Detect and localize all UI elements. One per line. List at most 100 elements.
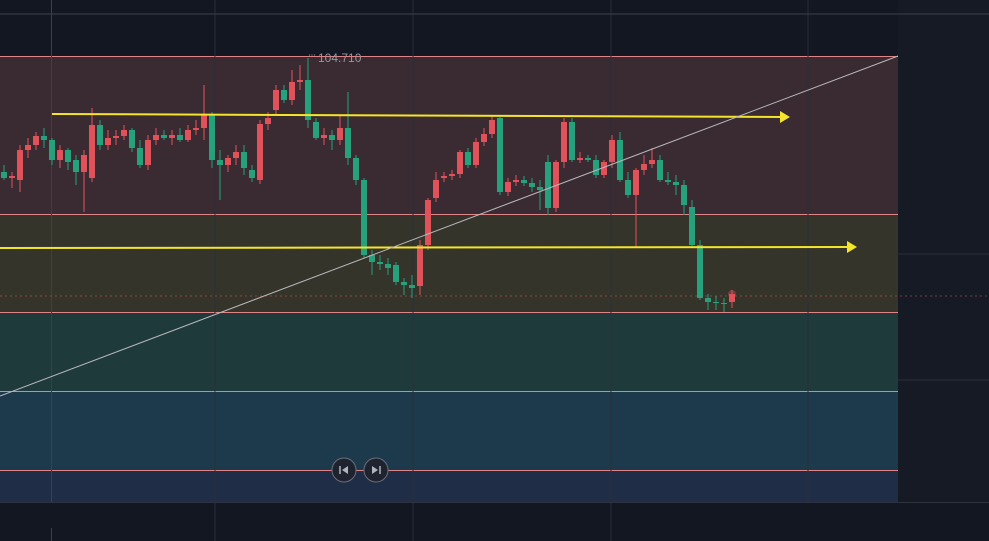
candle-body [689,207,695,245]
candle-body [137,148,143,165]
candle-body [713,302,719,303]
trend-line-arrow [780,111,790,123]
candle-body [57,150,63,160]
candle-body [177,135,183,140]
candle-body [377,262,383,264]
replay-forward-button[interactable] [363,457,389,483]
candle-body [65,150,71,162]
last-price-glow [728,290,736,298]
candle-body [393,265,399,282]
candle-body [113,136,119,138]
candle-body [201,115,207,128]
button-icon[interactable] [342,466,348,474]
candle-body [241,152,247,168]
candle-body [129,130,135,148]
candle-body [697,245,703,298]
candle-body [369,255,375,262]
candle-body [265,118,271,124]
candle-body [81,155,87,172]
candle-body [9,176,15,178]
candle-body [41,136,47,140]
zone [0,312,898,391]
candle-body [529,183,535,187]
zone [0,470,898,502]
grid [214,0,989,541]
candle-body [665,180,671,182]
candle-body [577,158,583,160]
candle-body [321,135,327,138]
candle-body [161,135,167,138]
zone [0,214,898,312]
price-axis-area [898,0,989,502]
candle-body [409,285,415,288]
candle-body [1,172,7,178]
candle-body [345,128,351,158]
zone [0,56,898,214]
candle-body [217,160,223,165]
candle-body [169,135,175,138]
candle-body [609,140,615,162]
candle-body [433,180,439,198]
candle-body [441,176,447,178]
candle-body [449,174,455,176]
candle-body [657,160,663,180]
candle-body [313,122,319,138]
candle-body [193,128,199,130]
candle-body [209,115,215,160]
zones [0,56,898,502]
candle-body [249,170,255,178]
candle-body [401,282,407,285]
candle-body [89,125,95,178]
candle-body [105,138,111,145]
candle-body [257,124,263,180]
candle-body [49,140,55,160]
candle-body [33,136,39,145]
candle-body [417,245,423,286]
candle-body [289,82,295,100]
candle-body [641,164,647,170]
candle-body [225,158,231,165]
candle-body [281,90,287,100]
candle-body [673,182,679,185]
candle-body [353,158,359,180]
drawings [0,55,899,397]
candle-body [97,125,103,145]
candle-body [489,120,495,134]
candle-body [625,180,631,195]
candle-body [705,298,711,302]
candle-body [721,303,727,304]
candle-body [233,152,239,158]
candle-body [25,145,31,150]
trend-line-arrow [847,241,857,253]
candle-body [273,90,279,110]
high-label: 104.710 [318,51,362,65]
candle-body [497,118,503,192]
trend-line [0,246,850,249]
candle-body [185,130,191,140]
candle-body [617,140,623,180]
zone [0,391,898,470]
button-icon[interactable] [372,466,378,474]
candle-body [121,130,127,136]
candle-body [505,182,511,192]
candle-body [329,135,335,140]
candle-body [465,152,471,165]
candle-body [585,158,591,160]
candle-body [513,180,519,182]
candle-body [17,150,23,180]
candle-body [521,180,527,183]
candle-body [337,128,343,140]
candle-body [425,200,431,245]
candles: 104.710 [0,51,989,312]
candle-body [385,264,391,268]
candle-body [569,122,575,160]
candle-body [481,134,487,142]
candle-body [729,294,735,302]
trend-line [51,113,783,118]
replay-back-button[interactable] [331,457,357,483]
candle-body [561,122,567,162]
candle-body [537,187,543,190]
candle-body [73,160,79,172]
